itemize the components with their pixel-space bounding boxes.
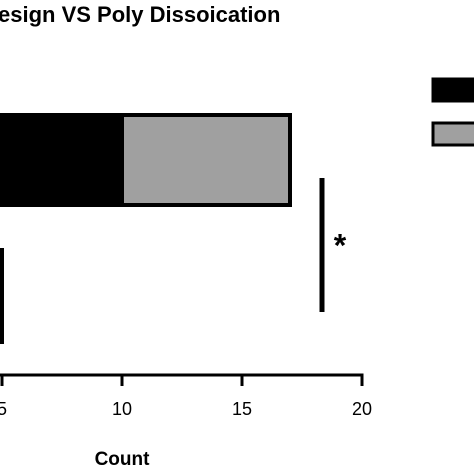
x-tick-label: 20	[352, 399, 372, 419]
bar-segment	[0, 113, 124, 207]
significance-marker: *	[334, 227, 347, 263]
x-tick-label: 10	[112, 399, 132, 419]
x-tick-label: 15	[232, 399, 252, 419]
legend-swatch	[431, 121, 474, 147]
x-axis-label: Count	[95, 449, 151, 470]
bar-segment	[120, 113, 292, 207]
chart-title: esign VS Poly Dissoication	[0, 2, 280, 27]
x-tick-label: 5	[0, 399, 7, 419]
legend-swatch	[431, 77, 474, 103]
